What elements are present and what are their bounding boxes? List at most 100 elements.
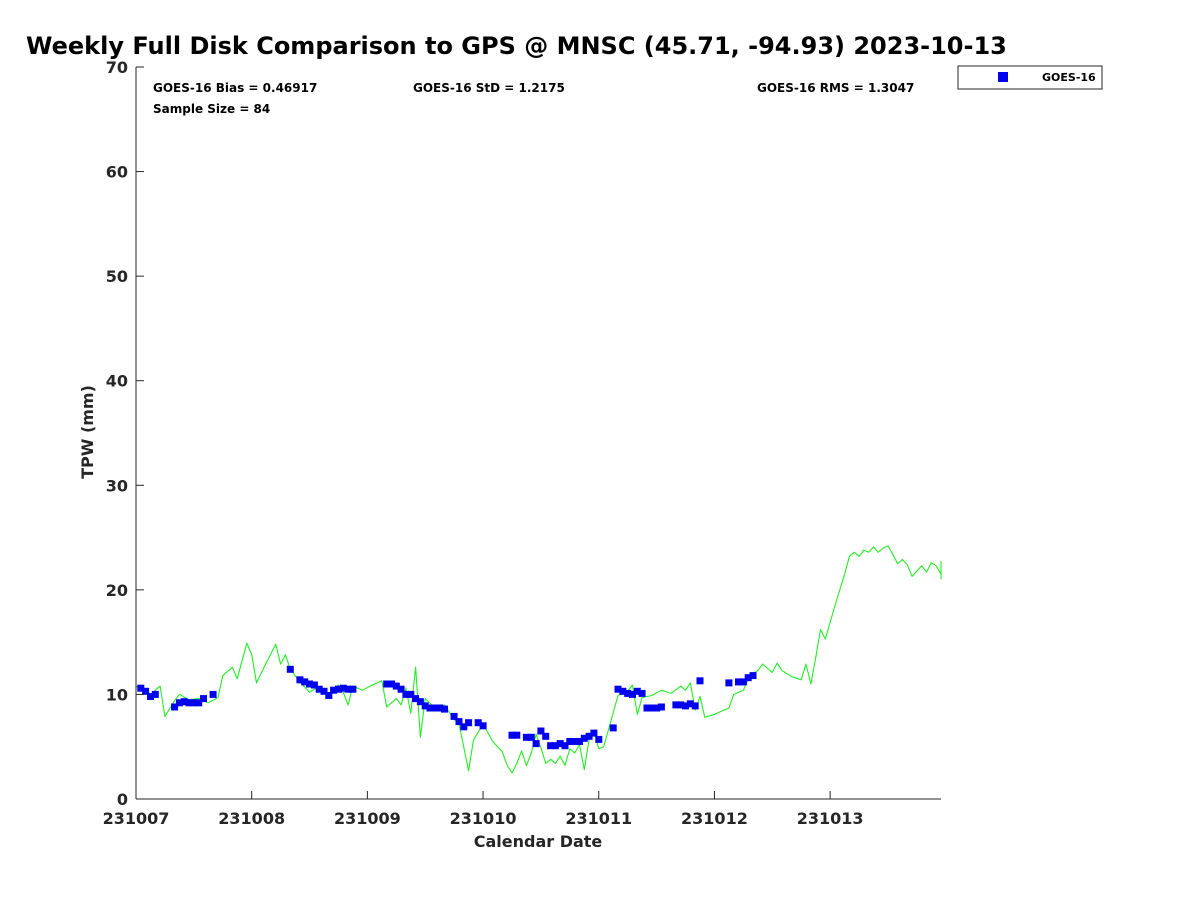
goes-point <box>590 729 598 737</box>
goes-point <box>686 700 694 708</box>
goes-point <box>349 685 357 693</box>
goes-point <box>335 685 342 693</box>
goes-marker-layer <box>137 665 757 750</box>
goes-point <box>547 742 555 750</box>
goes-point <box>397 685 405 693</box>
goes-point <box>735 678 742 686</box>
goes-point <box>682 702 689 710</box>
goes-point <box>209 690 217 698</box>
goes-point <box>301 678 309 686</box>
goes-point <box>479 722 487 730</box>
goes-point <box>315 685 323 693</box>
goes-point <box>180 698 188 706</box>
legend-box <box>957 65 1103 90</box>
goes-point <box>407 690 415 698</box>
x-tick-label: 231009 <box>334 809 401 828</box>
goes-point <box>436 704 444 712</box>
goes-point <box>320 687 328 695</box>
x-tick-label: 231008 <box>218 809 285 828</box>
goes-point <box>551 742 559 750</box>
y-tick-label: 30 <box>106 476 128 495</box>
x-tick-label: 231013 <box>797 809 864 828</box>
goes-point <box>450 712 458 720</box>
goes-point <box>527 733 535 741</box>
goes-point <box>426 704 434 712</box>
goes-point <box>657 703 665 711</box>
goes-point <box>522 733 530 741</box>
legend-label-goes: GOES-16 <box>1042 71 1096 84</box>
goes-point <box>725 679 733 687</box>
legend: GOES-16 <box>957 65 1103 90</box>
goes-point <box>513 731 521 739</box>
goes-point <box>388 680 395 688</box>
goes-point <box>585 732 593 740</box>
stat-rms: GOES-16 RMS = 1.3047 <box>757 81 914 95</box>
goes-point <box>638 689 646 697</box>
goes-point <box>537 727 545 735</box>
goes-point <box>306 680 313 688</box>
goes-point <box>653 704 661 712</box>
goes-point <box>566 738 574 745</box>
goes-point <box>624 689 632 697</box>
goes-point <box>677 701 685 709</box>
goes-point <box>151 690 159 698</box>
goes-point <box>325 692 333 699</box>
goes-point <box>465 719 473 727</box>
chart-title: Weekly Full Disk Comparison to GPS @ MNS… <box>26 32 1007 60</box>
goes-point <box>619 687 627 695</box>
goes-point <box>190 699 198 707</box>
goes-point <box>696 677 704 685</box>
goes-point <box>402 690 410 698</box>
goes-point <box>571 738 579 745</box>
x-tick-label: 231011 <box>565 809 632 828</box>
y-tick-label: 70 <box>106 58 128 77</box>
goes-point <box>200 695 207 703</box>
goes-point <box>344 685 352 693</box>
y-tick-label: 50 <box>106 267 128 286</box>
y-tick-label: 0 <box>117 790 128 809</box>
stat-bias: GOES-16 Bias = 0.46917 <box>153 81 317 95</box>
gps-line-layer <box>135 545 942 774</box>
goes-point <box>633 687 641 695</box>
goes-point <box>532 740 540 748</box>
goes-point <box>556 740 564 748</box>
goes-point <box>142 687 150 695</box>
goes-point <box>648 704 656 712</box>
goes-point <box>296 676 304 684</box>
goes-point <box>421 702 429 710</box>
goes-point <box>542 732 550 740</box>
goes-point <box>595 735 603 743</box>
goes-point <box>310 681 318 689</box>
y-tick-label: 10 <box>106 685 128 704</box>
goes-point <box>286 665 294 673</box>
goes-point <box>460 723 468 731</box>
goes-point <box>455 718 463 726</box>
goes-point <box>175 699 183 707</box>
x-tick-label: 231010 <box>450 809 517 828</box>
goes-point <box>392 682 400 690</box>
goes-point <box>474 719 482 727</box>
goes-point <box>614 685 622 693</box>
x-tick-label: 231012 <box>681 809 748 828</box>
y-tick-label: 40 <box>106 372 128 391</box>
gps-line <box>135 545 942 774</box>
x-axis-label: Calendar Date <box>474 832 603 851</box>
goes-point <box>137 684 145 692</box>
y-axis-label: TPW (mm) <box>78 385 97 479</box>
goes-point <box>629 690 636 698</box>
stat-std: GOES-16 StD = 1.2175 <box>413 81 565 95</box>
y-tick-label: 60 <box>106 163 128 182</box>
goes-point <box>147 693 154 700</box>
goes-point <box>744 674 752 682</box>
plot-area: 0 10 20 30 40 50 60 70 231007 231008 231009 231010 2… <box>103 58 942 828</box>
axes: 0 10 20 30 40 50 60 70 231007 231008 231009 231010 2… <box>103 58 941 828</box>
goes-point <box>195 699 203 707</box>
legend-swatch-goes <box>998 72 1008 82</box>
goes-point <box>330 686 338 694</box>
goes-point <box>185 699 193 707</box>
goes-point <box>508 731 516 739</box>
goes-point <box>561 742 569 750</box>
x-tick-label: 231007 <box>103 809 170 828</box>
goes-point <box>416 698 424 706</box>
